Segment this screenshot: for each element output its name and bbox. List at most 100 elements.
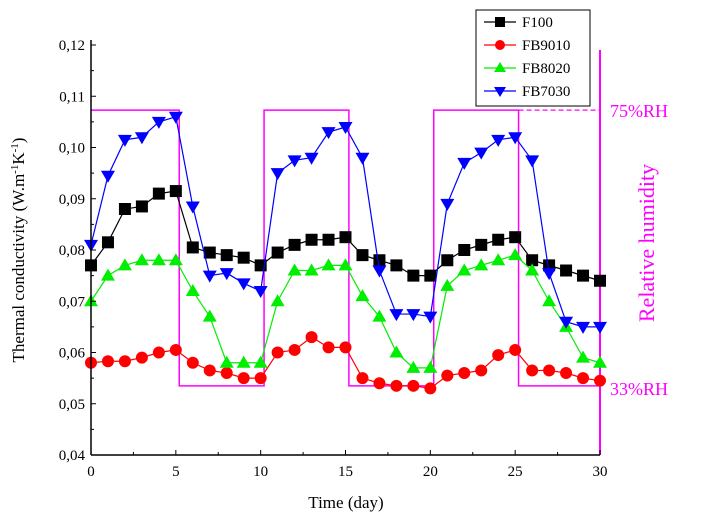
marker-square xyxy=(288,238,301,251)
marker-triangle-up xyxy=(270,294,285,307)
legend-item: F100 xyxy=(484,15,553,31)
marker-triangle-up xyxy=(406,360,421,373)
y-tick-label: 0,05 xyxy=(59,397,85,413)
marker-circle xyxy=(152,346,165,359)
marker-triangle-down xyxy=(423,311,438,324)
legend-item: FB9010 xyxy=(484,38,570,54)
marker-triangle-up xyxy=(542,294,557,307)
marker-triangle-up xyxy=(253,355,268,368)
marker-square xyxy=(407,269,420,282)
marker-square xyxy=(526,254,539,267)
marker-triangle-up xyxy=(100,268,115,281)
y-tick-label: 0,11 xyxy=(59,89,85,105)
marker-circle xyxy=(475,364,488,377)
x-tick-label: 30 xyxy=(593,464,608,480)
marker-square xyxy=(339,231,352,244)
marker-triangle-down xyxy=(559,316,574,329)
high-rh-label: 75%RH xyxy=(610,101,668,121)
marker-circle xyxy=(322,341,335,354)
marker-square xyxy=(560,264,573,277)
series-fb9010 xyxy=(85,331,606,395)
legend: F100 FB9010 FB8020 FB7030 xyxy=(475,9,591,107)
marker-triangle-down xyxy=(185,201,200,214)
marker-square xyxy=(101,236,114,249)
marker-triangle-up xyxy=(219,355,234,368)
series-group xyxy=(84,111,607,395)
marker-triangle-down xyxy=(304,152,319,165)
marker-circle xyxy=(169,343,182,356)
marker-circle xyxy=(577,372,590,385)
marker-square xyxy=(135,200,148,213)
x-tick-label: 15 xyxy=(338,464,353,480)
legend-label: FB8020 xyxy=(522,61,570,77)
marker-triangle-down xyxy=(134,132,149,145)
x-tick-label: 20 xyxy=(423,464,438,480)
y-tick-label: 0,09 xyxy=(59,192,85,208)
marker-triangle-down xyxy=(219,268,234,281)
legend-item: FB8020 xyxy=(484,61,570,77)
y-axis-label: Thermal conductivity (W.m-1K-1) xyxy=(9,138,28,363)
marker-triangle-down xyxy=(576,321,591,334)
marker-triangle-up xyxy=(525,263,540,276)
marker-triangle-down xyxy=(117,134,132,147)
marker-square xyxy=(118,203,131,215)
series-fb7030 xyxy=(84,111,607,334)
marker-triangle-up xyxy=(304,263,319,276)
marker-triangle-down xyxy=(474,147,489,160)
marker-circle xyxy=(424,382,437,395)
y-tick-label: 0,08 xyxy=(59,243,85,259)
marker-triangle-up xyxy=(168,253,183,266)
marker-triangle-up xyxy=(423,360,438,373)
marker-square xyxy=(390,259,403,272)
marker-circle xyxy=(237,372,250,385)
marker-triangle-down xyxy=(542,268,557,281)
marker-triangle-up xyxy=(185,284,200,296)
marker-circle xyxy=(288,343,301,356)
marker-triangle-up xyxy=(593,355,607,368)
marker-triangle-up xyxy=(151,253,166,266)
marker-triangle-up xyxy=(134,253,149,266)
marker-triangle-down xyxy=(389,309,404,322)
y-tick-label: 0,07 xyxy=(59,294,86,310)
humidity-axis-label: Relative humidity xyxy=(634,164,659,322)
marker-square xyxy=(492,233,505,246)
x-tick-label: 10 xyxy=(253,464,268,480)
marker-triangle-up xyxy=(202,309,217,322)
marker-triangle-down xyxy=(525,155,540,168)
marker-circle xyxy=(526,364,539,377)
marker-triangle-down xyxy=(253,286,268,298)
marker-triangle-up xyxy=(508,248,523,261)
marker-circle xyxy=(101,355,114,368)
legend-label: FB9010 xyxy=(522,38,570,54)
humidity-step-line xyxy=(91,50,601,455)
marker-square xyxy=(220,249,233,262)
marker-square xyxy=(203,246,216,259)
marker-triangle-up xyxy=(440,278,455,291)
marker-circle xyxy=(543,364,556,377)
low-rh-label: 33%RH xyxy=(610,379,668,399)
marker-triangle-up xyxy=(236,355,251,368)
marker-square xyxy=(577,269,590,282)
marker-circle xyxy=(186,356,199,369)
marker-triangle-up xyxy=(576,350,591,363)
marker-circle xyxy=(305,331,318,344)
marker-triangle-up xyxy=(338,258,353,271)
marker-circle xyxy=(118,355,131,368)
marker-triangle-down xyxy=(494,87,506,97)
axes: 0,04 0,05 0,06 0,07 0,08 0,09 0,10 0,11 0,12 0 5 10… xyxy=(59,38,608,480)
marker-triangle-up xyxy=(287,263,302,276)
marker-circle xyxy=(356,372,369,385)
marker-triangle-up xyxy=(372,309,387,322)
marker-square xyxy=(169,185,182,198)
marker-circle xyxy=(254,372,267,385)
marker-square xyxy=(356,249,369,262)
marker-circle xyxy=(390,379,403,392)
marker-triangle-down xyxy=(202,270,217,283)
marker-triangle-down xyxy=(100,170,115,183)
marker-square xyxy=(495,17,505,27)
marker-square xyxy=(186,241,199,254)
marker-triangle-down xyxy=(457,157,472,170)
marker-circle xyxy=(203,364,216,377)
marker-triangle-down xyxy=(406,309,421,322)
